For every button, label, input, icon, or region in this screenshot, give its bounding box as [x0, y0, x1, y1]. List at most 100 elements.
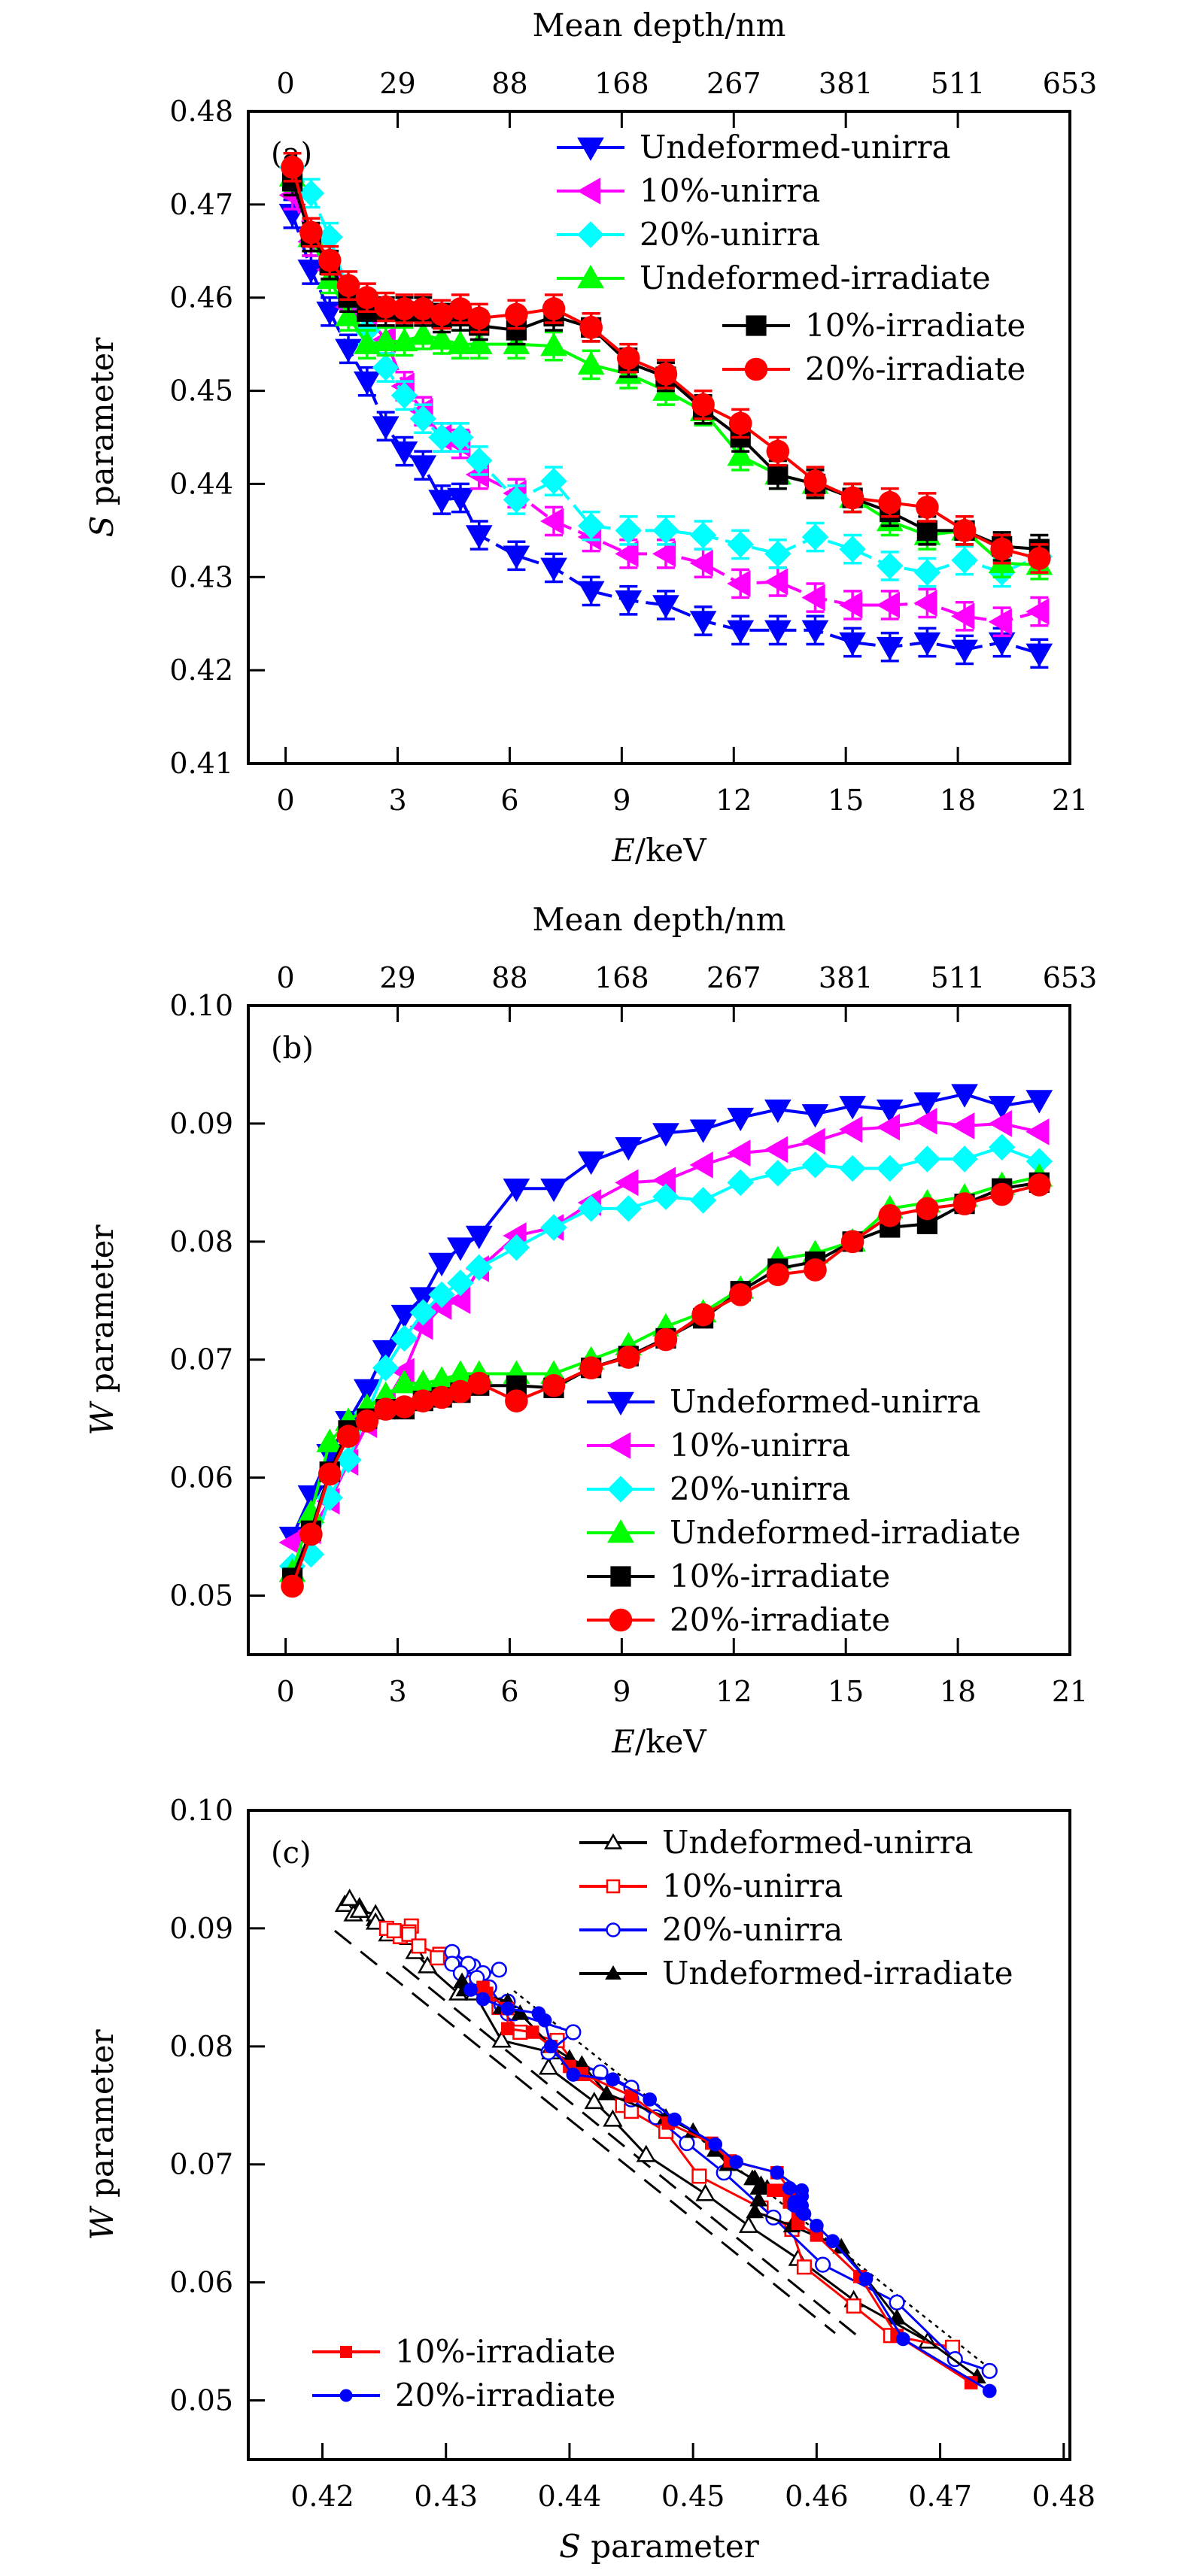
data-point [503, 486, 530, 514]
data-point [878, 1203, 902, 1227]
data-point [372, 353, 400, 381]
data-point [858, 2271, 874, 2286]
legend-marker-icon [339, 2389, 353, 2402]
plot-area [278, 1084, 1053, 1598]
legend-marker-icon [603, 1833, 623, 1849]
data-point [466, 447, 493, 475]
legend-marker-icon [606, 1879, 621, 1894]
x-tick-label: 18 [940, 1675, 976, 1708]
y-tick-label: 0.10 [169, 1794, 233, 1827]
x-tick-label: 6 [500, 784, 518, 817]
x-axis-symbol: E [611, 1723, 635, 1760]
data-point [951, 1145, 978, 1173]
data-point [801, 1104, 829, 1128]
legend-label: 10%-irradiate [670, 1558, 890, 1594]
x-axis-title: S parameter [559, 2528, 760, 2565]
data-point [447, 1237, 474, 1261]
data-point [691, 1303, 715, 1327]
data-point [540, 332, 567, 357]
series-20pct-irradiate [281, 151, 1051, 574]
y-tick-label: 0.08 [169, 2030, 233, 2063]
x-tick-label: 6 [500, 1675, 518, 1708]
y-tick-label: 0.45 [169, 375, 233, 408]
data-point [428, 423, 455, 451]
legend-item-10pct-unirra: 10%-unirra [587, 1427, 850, 1464]
x-tick-label: 0 [277, 784, 295, 817]
legend-marker-icon [340, 2346, 352, 2358]
data-point [372, 1355, 400, 1382]
x-tick-label: 9 [612, 1675, 630, 1708]
data-point [988, 1133, 1016, 1161]
legend-marker-icon [605, 1965, 621, 1980]
data-point [764, 568, 788, 596]
x-tick-label: 0.47 [908, 2480, 972, 2513]
data-point [577, 1151, 605, 1176]
data-point [804, 469, 827, 493]
data-point [764, 1099, 792, 1124]
data-point [466, 1254, 493, 1282]
legend-label: 10%-unirra [670, 1427, 850, 1464]
data-point [1027, 547, 1051, 570]
data-point [951, 547, 978, 574]
top-tick-label: 168 [594, 67, 649, 100]
legend-marker-icon [607, 1519, 634, 1543]
legend-item-undeformed-unirra: Undeformed-unirra [579, 1824, 974, 1861]
x-tick-label: 0.42 [290, 2480, 354, 2513]
data-point [409, 1299, 437, 1326]
data-point [409, 321, 437, 345]
data-point [603, 2109, 623, 2127]
panel-b-w-vs-energy: 0 3 6 9 12 15 18 21 0.05 0.06 0.07 0.08 0.09 0.10 0 29 8… [84, 901, 1097, 1760]
data-point [814, 2256, 831, 2273]
data-point [355, 286, 379, 310]
y-axis-title: S parameter [84, 337, 120, 538]
data-point [876, 591, 901, 619]
data-point [913, 632, 941, 656]
data-point [876, 1099, 904, 1124]
legend-item-20pct-irradiate: 20%-irradiate [587, 1601, 890, 1638]
series-20pct-irradiate [281, 1173, 1051, 1598]
data-point [1027, 1173, 1051, 1197]
data-point [606, 2072, 620, 2087]
y-tick-label: 0.08 [169, 1225, 233, 1258]
legend: Undeformed-unirra 10%-unirra 20%-unirra Und… [587, 1383, 1021, 1638]
x-tick-label: 0.45 [661, 2480, 725, 2513]
data-point [511, 2004, 530, 2020]
data-point [727, 1107, 755, 1132]
data-point [679, 2135, 695, 2152]
data-point [689, 1119, 717, 1143]
legend-label: Undeformed-irradiate [662, 1955, 1013, 1992]
y-tick-label: 0.06 [169, 2266, 233, 2299]
data-point [390, 1324, 418, 1352]
panel-label: (c) [271, 1836, 311, 1871]
data-point [401, 1926, 417, 1942]
data-point [913, 1092, 941, 1116]
data-point [428, 1252, 455, 1277]
data-point [353, 330, 381, 354]
x-tick-label: 0.43 [414, 2480, 478, 2513]
top-tick-label: 0 [277, 961, 295, 994]
y-axis-title: W parameter [84, 1224, 120, 1436]
y-tick-label: 0.48 [169, 95, 233, 128]
series-undeformed-unirra [278, 1084, 1053, 1551]
data-point [738, 2215, 759, 2233]
data-point [428, 490, 455, 514]
legend-label: 10%-irradiate [805, 307, 1025, 344]
plot-frame [247, 1809, 1071, 2461]
data-point [981, 2362, 998, 2379]
plot-frame [247, 110, 1071, 765]
x-axis-unit: /keV [635, 1723, 706, 1760]
data-point [372, 327, 400, 352]
data-point [877, 552, 904, 580]
data-point [390, 1370, 418, 1394]
data-point [839, 591, 863, 619]
data-point [491, 2030, 512, 2048]
data-point [299, 1522, 323, 1546]
top-tick-label: 653 [1043, 961, 1098, 994]
data-point [615, 1137, 643, 1161]
data-point [465, 1225, 493, 1249]
legend-item-undeformed-irradiate: Undeformed-irradiate [579, 1955, 1013, 1992]
data-point [297, 259, 325, 284]
data-point [729, 2155, 743, 2169]
data-point [913, 559, 941, 586]
x-tick-label: 15 [828, 1675, 864, 1708]
